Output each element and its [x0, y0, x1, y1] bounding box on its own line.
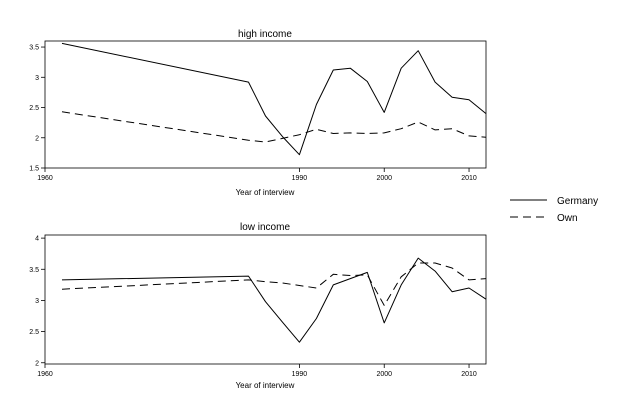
x-tick-label: 1960 [37, 371, 53, 378]
x-axis-label-low-income: Year of interview [236, 381, 295, 390]
series-line-germany [61, 42, 487, 156]
series-line-germany [61, 257, 487, 343]
legend-label-germany: Germany [557, 196, 598, 207]
series-line-own [61, 262, 487, 306]
legend: Germany Own [510, 196, 598, 224]
y-tick-label: 2.5 [29, 329, 39, 336]
y-tick-label: 4 [35, 236, 39, 243]
x-axis-label-high-income: Year of interview [236, 188, 295, 197]
plot-marks-low-income: 2 2.5 3 3.5 4 1960 1990 2000 2010 [29, 236, 487, 378]
legend-label-own: Own [557, 213, 578, 224]
panel-low-income: low income 2 2.5 3 3.5 4 1960 1990 2000 2010 Yea… [29, 222, 487, 390]
panel-title-high-income: high income [238, 29, 292, 40]
plot-frame-low-income [44, 234, 487, 365]
plot-frame-high-income [44, 40, 487, 169]
x-tick-label: 1990 [292, 175, 308, 182]
y-tick-label: 3.5 [29, 45, 39, 52]
x-tick-label: 2000 [376, 371, 392, 378]
y-tick-label: 1.5 [29, 166, 39, 173]
y-tick-label: 2.5 [29, 105, 39, 112]
series-line-own [61, 111, 487, 143]
y-tick-label: 2 [35, 135, 39, 142]
y-tick-label: 3 [35, 298, 39, 305]
x-tick-label: 1990 [292, 371, 308, 378]
x-tick-label: 1960 [37, 175, 53, 182]
x-tick-label: 2000 [376, 175, 392, 182]
x-tick-label: 2010 [461, 175, 477, 182]
plot-marks-high-income: 1.5 2 2.5 3 3.5 1960 1990 2000 2010 [29, 42, 487, 182]
y-tick-label: 2 [35, 360, 39, 367]
y-tick-label: 3 [35, 75, 39, 82]
y-tick-label: 3.5 [29, 267, 39, 274]
panel-title-low-income: low income [240, 222, 290, 233]
x-tick-label: 2010 [461, 371, 477, 378]
